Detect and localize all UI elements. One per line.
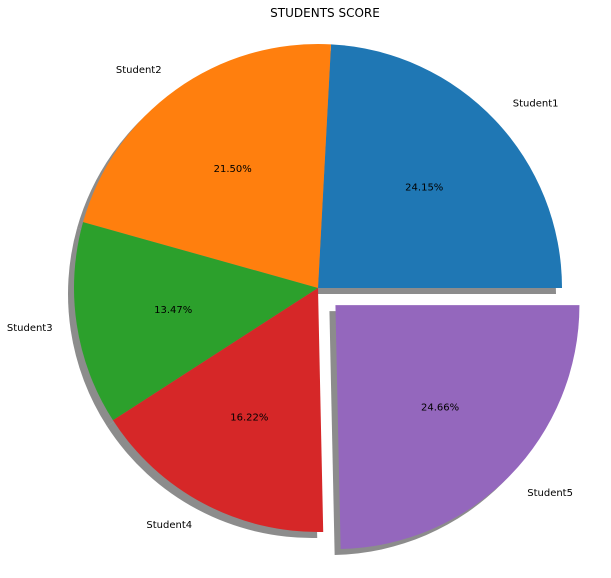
pie-slice-student5	[335, 305, 580, 550]
pie-slice-student4	[112, 288, 324, 532]
slice-percent-label-student1: 24.15%	[405, 182, 443, 193]
slice-label-student4: Student4	[146, 520, 192, 531]
chart-title: STUDENTS SCORE	[270, 6, 380, 20]
slice-percent-label-student3: 13.47%	[154, 305, 192, 316]
slice-percent-label-student2: 21.50%	[214, 164, 252, 175]
slice-label-student2: Student2	[116, 65, 162, 76]
slice-label-student5: Student5	[527, 488, 573, 499]
pie-slice-student3	[74, 222, 318, 421]
slice-percent-label-student4: 16.22%	[230, 412, 268, 423]
slice-label-student3: Student3	[7, 323, 53, 334]
slice-layer	[74, 44, 580, 550]
slice-percent-label-student5: 24.66%	[421, 402, 459, 413]
pie-slice-student2	[83, 44, 332, 288]
pie-slice-student1	[318, 44, 562, 288]
slice-label-student1: Student1	[513, 98, 559, 109]
label-layer: Student1 24.15% Student2 21.50% Student3 13.4…	[7, 65, 573, 531]
